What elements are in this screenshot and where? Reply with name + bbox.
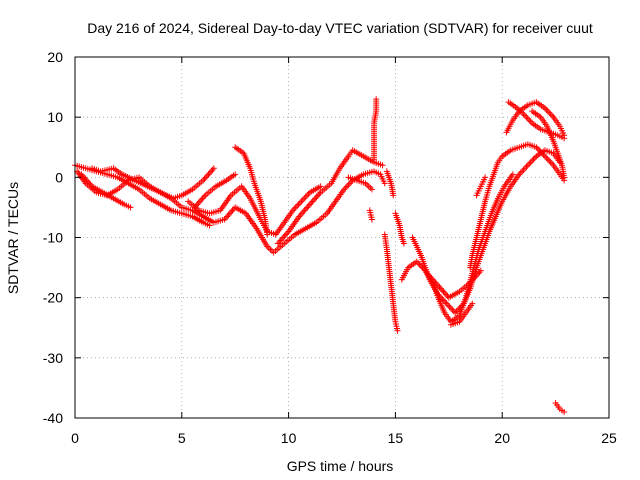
y-tick-label: 10 <box>47 109 63 125</box>
data-track <box>232 144 271 238</box>
x-tick-label: 25 <box>601 430 617 446</box>
data-point <box>394 327 401 334</box>
data-track <box>503 99 568 139</box>
data-point <box>127 204 134 211</box>
data-point <box>317 183 324 190</box>
x-tick-label: 20 <box>494 430 510 446</box>
data-track <box>191 171 239 211</box>
y-tick-label: -30 <box>43 350 63 366</box>
data-point <box>400 240 407 247</box>
data-track <box>392 210 407 247</box>
data-point <box>469 300 476 307</box>
data-track <box>78 171 134 211</box>
data-track <box>529 108 568 181</box>
data-track <box>505 99 568 142</box>
x-tick-label: 15 <box>388 430 404 446</box>
data-point <box>381 180 388 187</box>
data-point <box>561 135 568 142</box>
data-track <box>366 207 375 223</box>
data-point <box>206 222 213 229</box>
data-point <box>368 216 375 223</box>
data-point <box>561 408 568 415</box>
x-axis-label: GPS time / hours <box>287 458 394 474</box>
data-track <box>345 174 375 193</box>
data-point <box>232 171 239 178</box>
chart-title: Day 216 of 2024, Sidereal Day-to-day VTE… <box>87 20 593 36</box>
y-tick-label: 20 <box>47 49 63 65</box>
y-tick-label: -20 <box>43 290 63 306</box>
data-point <box>210 165 217 172</box>
data-track <box>473 174 489 199</box>
y-tick-label: -10 <box>43 230 63 246</box>
x-tick-label: 10 <box>281 430 297 446</box>
data-track <box>383 168 397 199</box>
x-tick-label: 0 <box>71 430 79 446</box>
data-point <box>371 156 378 163</box>
y-tick-label: -40 <box>43 410 63 426</box>
data-point <box>368 186 375 193</box>
data-point <box>509 171 516 178</box>
y-tick-label: 0 <box>55 169 63 185</box>
data-point <box>379 162 386 169</box>
y-axis-label: SDTVAR / TECUs <box>5 182 21 294</box>
data-point <box>561 174 568 181</box>
data-track <box>424 267 484 301</box>
axis-ticks: 0 5 10 15 20 25 -40 -30 -20 -10 0 10 20 <box>43 49 617 446</box>
data-track <box>447 300 476 328</box>
data-track <box>467 141 568 271</box>
x-tick-label: 5 <box>178 430 186 446</box>
data-track <box>409 147 563 316</box>
data-track <box>552 399 568 415</box>
data-track <box>185 183 324 238</box>
data-points <box>72 96 568 415</box>
series-0 <box>72 96 568 415</box>
data-track <box>89 165 217 202</box>
data-track <box>371 96 380 163</box>
data-point <box>482 174 489 181</box>
data-point <box>390 192 397 199</box>
data-point <box>477 267 484 274</box>
data-point <box>264 231 271 238</box>
grid-lines <box>75 57 609 418</box>
data-track <box>381 231 401 334</box>
